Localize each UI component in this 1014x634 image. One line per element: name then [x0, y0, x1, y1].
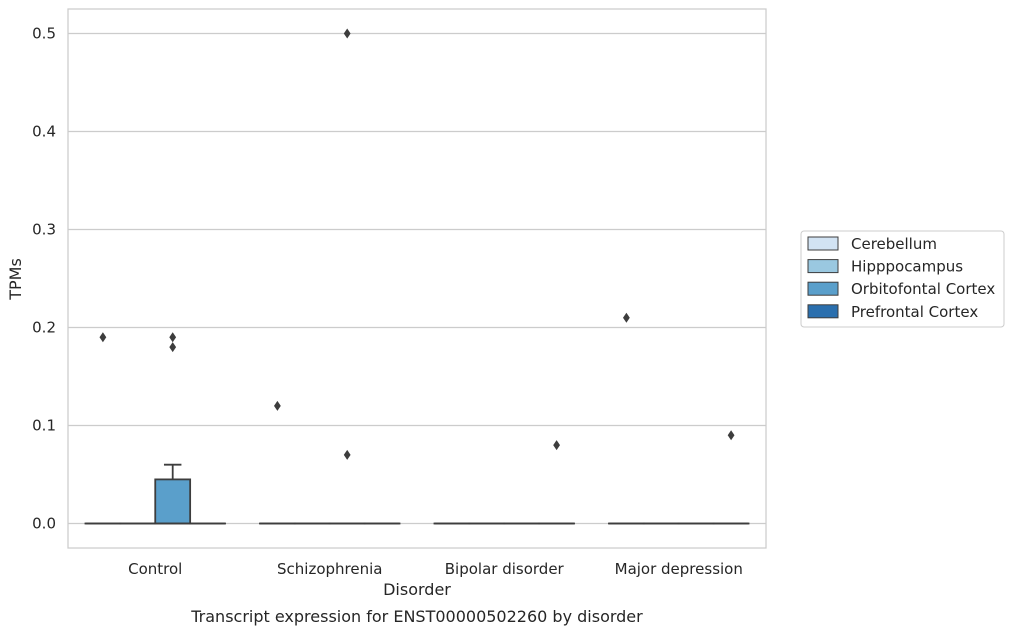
legend-swatch — [807, 236, 839, 251]
y-tick-label: 0.4 — [32, 123, 56, 141]
y-tick-label: 0.0 — [32, 515, 56, 533]
x-tick-labels: Control Schizophrenia Bipolar disorder Majo… — [128, 560, 743, 578]
legend-label: Orbitofontal Cortex — [851, 280, 995, 298]
box-orbitofontal-cortex — [154, 463, 192, 525]
legend-frame — [800, 230, 1005, 328]
y-tick-label: 0.1 — [32, 417, 56, 435]
grid-lines — [68, 32, 766, 525]
legend: Cerebellum Hipppocampus Orbitofontal Corte… — [800, 230, 1005, 328]
x-tick-label: Control — [128, 560, 182, 578]
legend-label: Prefrontal Cortex — [851, 303, 978, 321]
x-tick-label: Bipolar disorder — [445, 560, 565, 578]
outlier-point — [274, 400, 281, 411]
legend-swatch — [807, 259, 839, 274]
outlier-point — [343, 449, 351, 460]
outlier-point — [553, 440, 560, 451]
x-tick-label: Schizophrenia — [277, 560, 382, 578]
figure-caption: Transcript expression for ENST0000050226… — [190, 607, 643, 626]
outliers — [99, 28, 735, 460]
outlier-point — [727, 430, 735, 441]
boxes — [84, 463, 750, 525]
outlier-point — [99, 332, 107, 343]
outlier-point — [169, 342, 177, 353]
y-tick-label: 0.2 — [32, 319, 56, 337]
box-body — [154, 478, 192, 525]
legend-label: Cerebellum — [851, 235, 937, 253]
legend-swatch — [807, 304, 839, 319]
outlier-point — [623, 312, 630, 323]
outlier-point — [169, 332, 177, 343]
y-tick-label: 0.5 — [32, 25, 56, 43]
y-axis-title: TPMs — [6, 258, 25, 301]
outlier-point — [343, 28, 351, 39]
plot-area-frame — [67, 8, 767, 549]
y-tick-label: 0.3 — [32, 221, 56, 239]
x-axis-title: Disorder — [383, 580, 451, 599]
y-tick-labels: 0.0 0.1 0.2 0.3 0.4 0.5 — [32, 25, 56, 533]
legend-swatch — [807, 281, 839, 296]
x-tick-label: Major depression — [615, 560, 743, 578]
legend-label: Hipppocampus — [851, 258, 963, 276]
